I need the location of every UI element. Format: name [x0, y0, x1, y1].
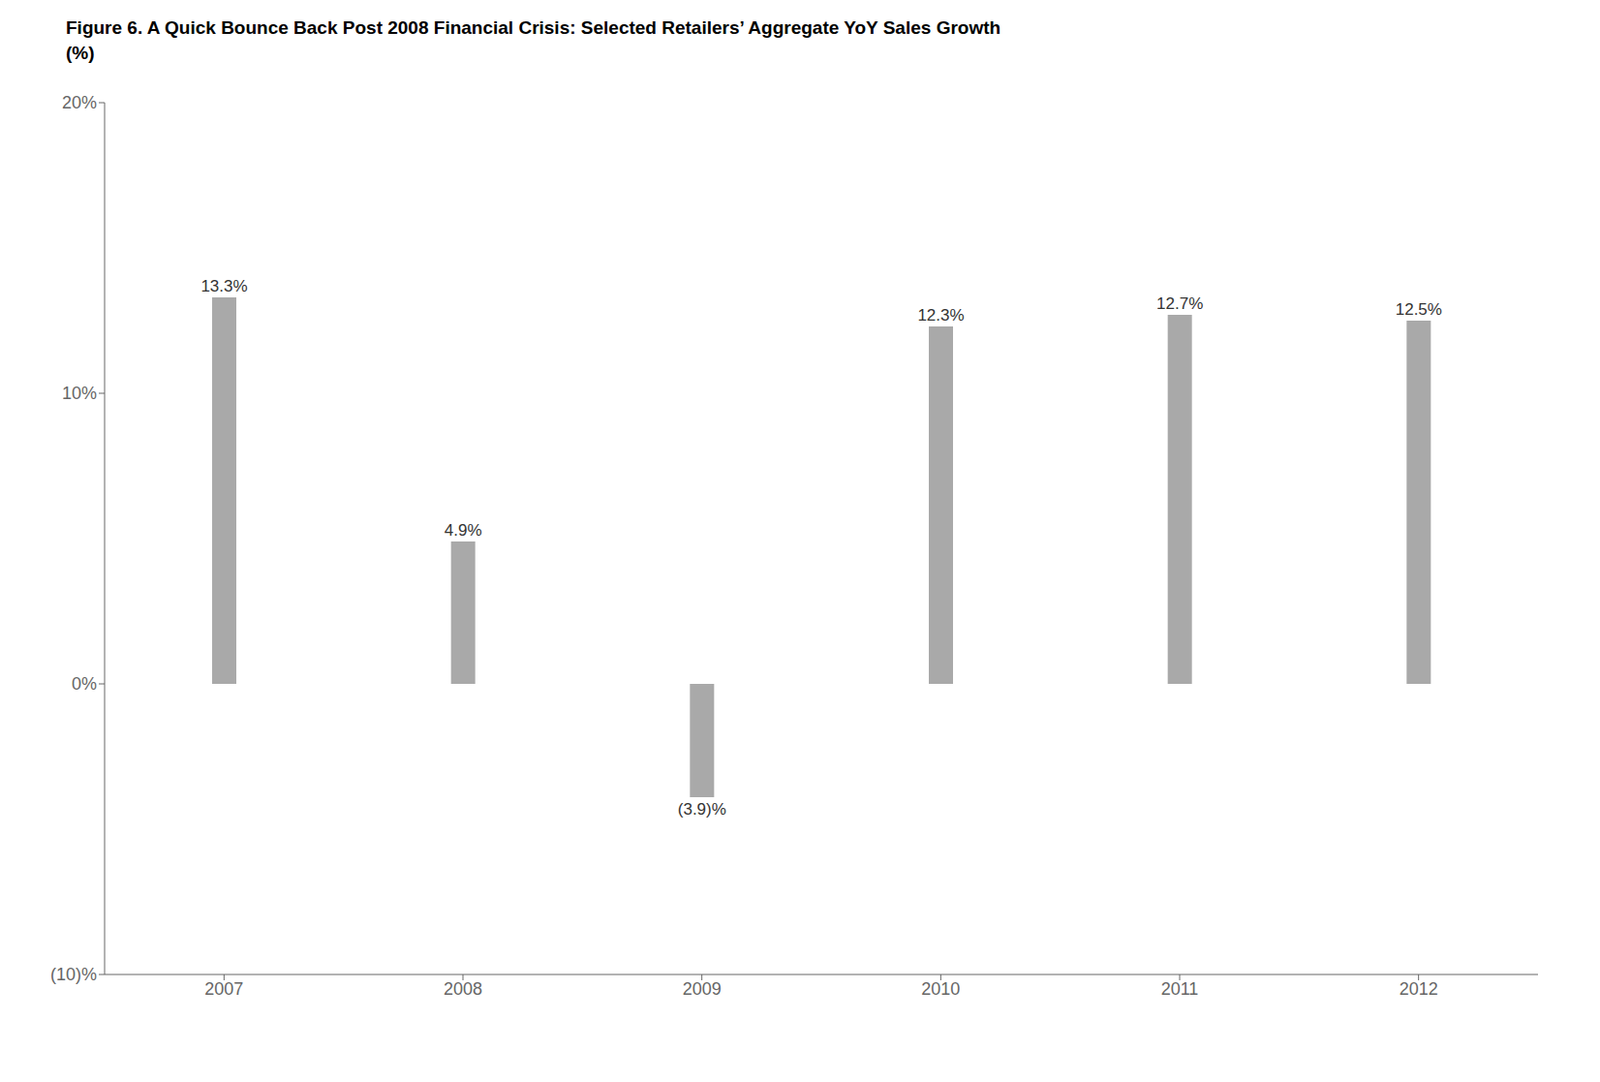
svg-text:2008: 2008: [443, 979, 483, 999]
svg-text:12.5%: 12.5%: [1395, 300, 1443, 319]
svg-text:2009: 2009: [682, 979, 722, 999]
svg-text:2007: 2007: [204, 979, 244, 999]
svg-text:0%: 0%: [71, 674, 97, 694]
svg-text:(3.9)%: (3.9)%: [677, 800, 727, 819]
svg-text:4.9%: 4.9%: [444, 521, 483, 540]
svg-text:2011: 2011: [1161, 979, 1200, 999]
svg-text:2010: 2010: [921, 979, 960, 999]
svg-text:20%: 20%: [61, 92, 97, 113]
html-text:Figure 6. A Quick Bounce Back: Figure 6. A Quick Bounce Back Post 2008 …: [65, 17, 1001, 38]
svg-text:12.7%: 12.7%: [1156, 294, 1203, 313]
svg-text:13.3%: 13.3%: [200, 276, 247, 296]
svg-text:10%: 10%: [61, 383, 97, 403]
svg-text:(10)%: (10)%: [50, 964, 97, 985]
svg-text:2012: 2012: [1399, 979, 1439, 999]
svg-text:12.3%: 12.3%: [917, 306, 964, 325]
